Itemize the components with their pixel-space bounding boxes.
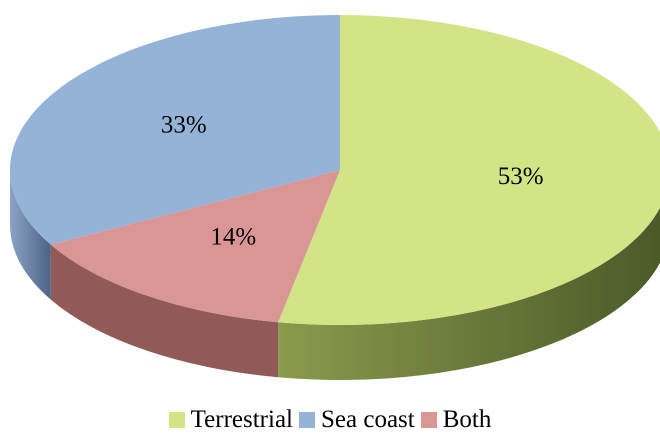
legend-swatch-both bbox=[420, 412, 437, 428]
legend-label-sea-coast: Sea coast bbox=[321, 406, 415, 433]
pie-label-sea-coast: 33% bbox=[161, 111, 207, 138]
pie-slice-terrestrial bbox=[278, 15, 660, 325]
legend-item-both: Both bbox=[420, 406, 492, 434]
pie-chart-plot: 53% 14% 33% bbox=[10, 15, 660, 380]
legend-label-terrestrial: Terrestrial bbox=[190, 406, 293, 433]
legend-item-terrestrial: Terrestrial bbox=[168, 406, 293, 434]
pie-label-both: 14% bbox=[210, 224, 256, 251]
legend-swatch-terrestrial bbox=[168, 412, 185, 428]
legend-item-sea-coast: Sea coast bbox=[299, 406, 415, 434]
legend-swatch-sea-coast bbox=[299, 412, 315, 428]
legend-label-both: Both bbox=[442, 406, 492, 433]
pie-side-terrestrial bbox=[278, 207, 660, 380]
pie-side-both bbox=[50, 244, 279, 378]
pie-label-terrestrial: 53% bbox=[498, 163, 544, 190]
pie-slice-both bbox=[50, 170, 341, 323]
chart-legend: Terrestrial Sea coast Both bbox=[0, 404, 660, 436]
pie-side-sea-coast bbox=[10, 170, 51, 300]
pie-slice-sea-coast bbox=[10, 15, 340, 245]
